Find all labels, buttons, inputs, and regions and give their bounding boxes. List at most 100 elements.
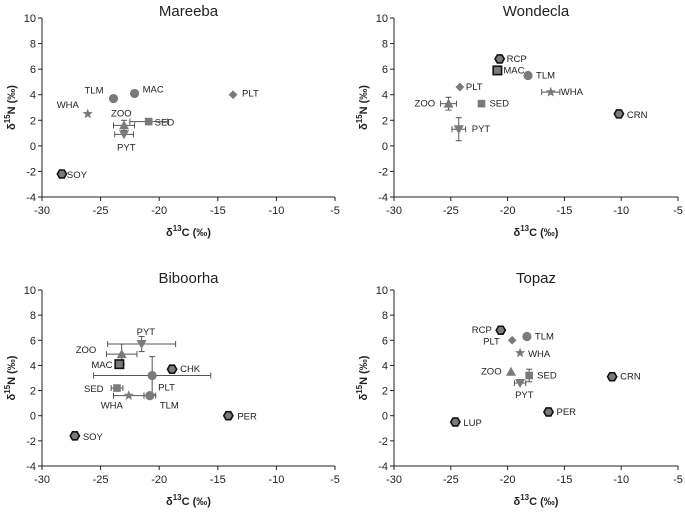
point-label: CHK <box>180 364 201 375</box>
x-tick-label: -10 <box>268 205 284 217</box>
point-label: MAC <box>143 84 164 95</box>
x-tick-label: -5 <box>673 474 683 486</box>
point-sed: SED <box>477 99 509 110</box>
y-axis-label: δ15N (‰) <box>355 355 370 400</box>
y-tick-label: 4 <box>30 90 36 102</box>
x-tick-label: -15 <box>210 474 226 486</box>
y-tick-label: -4 <box>26 461 36 473</box>
x-tick-label: -10 <box>613 205 629 217</box>
hexagon-marker <box>449 417 461 427</box>
y-tick-label: 10 <box>376 285 388 297</box>
point-per: PER <box>542 407 576 418</box>
point-label: ZOO <box>415 99 436 110</box>
diamond-marker <box>455 82 465 92</box>
point-label: PLT <box>483 336 500 347</box>
x-tick-label: -15 <box>556 474 572 486</box>
square-marker <box>477 99 486 108</box>
x-tick-label: -25 <box>443 474 459 486</box>
diamond-marker <box>228 90 238 100</box>
point-label: RCP <box>472 325 492 336</box>
point-label: MAC <box>91 360 112 371</box>
point-wha: WHA <box>101 390 145 412</box>
x-tick-label: -20 <box>500 205 516 217</box>
circle-marker <box>108 93 119 104</box>
hexagon-marker <box>69 431 81 441</box>
y-tick-label: 4 <box>382 360 388 372</box>
star-marker <box>545 86 556 97</box>
point-label: TLM <box>160 401 179 412</box>
y-axis-label: δ15N (‰) <box>3 85 18 130</box>
y-tick-label: 2 <box>382 115 388 127</box>
circle-marker <box>522 331 532 342</box>
point-pyt: PYT <box>513 379 534 401</box>
hexagon-marker <box>495 325 507 336</box>
x-axis-label: δ13C (‰) <box>166 224 211 239</box>
y-tick-label: 6 <box>382 335 388 347</box>
star-marker <box>514 347 526 358</box>
y-tick-label: 10 <box>376 13 388 25</box>
point-label: SOY <box>67 170 88 181</box>
point-plt: PLT <box>228 89 259 100</box>
point-label: CRN <box>620 372 641 383</box>
point-tlm: TLM <box>84 86 119 104</box>
point-label: WHA <box>57 100 80 111</box>
x-tick-label: -20 <box>151 474 167 486</box>
y-tick-label: -4 <box>26 192 36 204</box>
square-marker <box>525 371 533 380</box>
point-plt: PLT <box>455 82 483 93</box>
point-label: PER <box>556 407 576 418</box>
point-soy: SOY <box>56 169 88 181</box>
point-label: WHA <box>528 349 551 360</box>
x-axis-label: δ13C (‰) <box>514 493 559 508</box>
point-wha: WHA <box>541 86 584 98</box>
point-mac: MAC <box>492 65 525 76</box>
point-sed: SED <box>129 117 175 129</box>
point-label: SOY <box>83 432 104 443</box>
hexagon-marker <box>222 410 234 421</box>
point-label: PYT <box>117 142 136 153</box>
y-tick-label: 0 <box>382 411 388 423</box>
point-label: SED <box>155 118 175 129</box>
point-label: PLT <box>466 82 483 93</box>
y-tick-label: 6 <box>30 335 36 347</box>
point-label: PYT <box>137 327 156 338</box>
point-mac: MAC <box>129 84 164 99</box>
x-tick-label: -30 <box>386 474 402 486</box>
x-tick-label: -20 <box>500 474 516 486</box>
point-label: MAC <box>503 65 524 76</box>
x-tick-label: -25 <box>443 205 459 217</box>
point-pyt: PYT <box>114 130 136 153</box>
point-label: SED <box>537 370 557 381</box>
y-axis-label: δ15N (‰) <box>355 85 370 130</box>
panel-title: Mareeba <box>159 3 219 20</box>
y-tick-label: 8 <box>30 310 36 322</box>
square-black-marker <box>492 65 503 76</box>
y-tick-label: -2 <box>26 436 36 448</box>
diamond-marker <box>507 335 517 345</box>
x-tick-label: -5 <box>330 205 340 217</box>
x-tick-label: -5 <box>673 205 683 217</box>
star-marker <box>123 390 134 400</box>
x-tick-label: -15 <box>556 205 572 217</box>
point-crn: CRN <box>606 372 641 383</box>
triangle-marker <box>116 349 127 359</box>
point-zoo: ZOO <box>111 108 136 132</box>
hexagon-marker <box>166 364 178 374</box>
x-tick-label: -25 <box>93 205 109 217</box>
point-tlm: TLM <box>523 71 555 82</box>
y-tick-label: 10 <box>24 285 36 297</box>
y-tick-label: 2 <box>382 386 388 398</box>
square-black-marker <box>114 359 125 370</box>
y-tick-label: 6 <box>382 64 388 76</box>
point-label: ZOO <box>76 345 97 356</box>
point-label: TLM <box>536 71 555 82</box>
hexagon-marker <box>542 407 555 417</box>
point-sed: SED <box>525 368 557 383</box>
square-marker <box>144 117 153 126</box>
hexagon-marker <box>613 109 625 119</box>
point-mac: MAC <box>91 359 125 371</box>
point-label: RCP <box>507 54 527 65</box>
point-chk: CHK <box>166 364 201 375</box>
